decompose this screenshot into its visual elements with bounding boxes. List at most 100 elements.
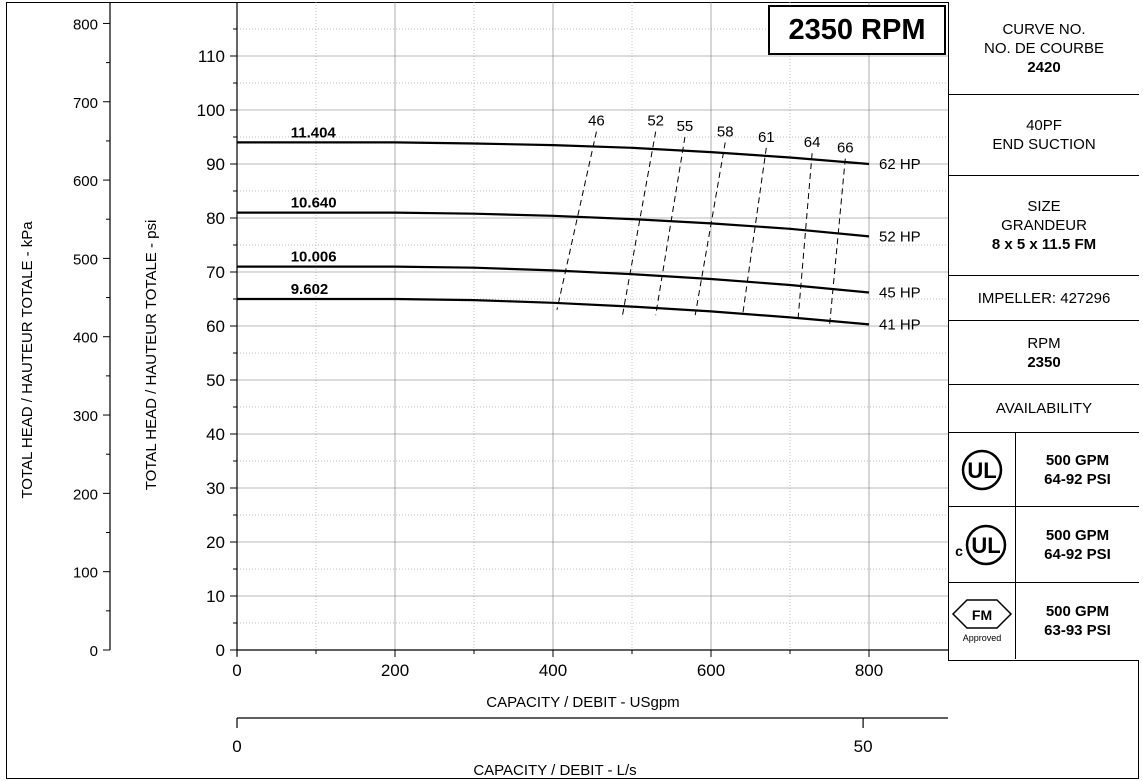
cert-ul-line2: 64-92 PSI [1044,470,1111,488]
cert-cul-line1: 500 GPM [1045,526,1110,544]
kpa-tick-label: 800 [73,16,98,33]
y-tick-label: 0 [216,641,225,660]
y-tick-label: 90 [206,155,225,174]
x-tick-label: 400 [539,661,567,680]
y-tick-label: 100 [197,101,225,120]
x-tick-label: 0 [232,661,241,680]
efficiency-curve [556,131,597,310]
grid [237,2,948,650]
y-tick-label: 20 [206,533,225,552]
cul-mark: UL [971,533,1000,558]
y-tick-label: 50 [206,371,225,390]
size-cell: SIZE GRANDEUR 8 x 5 x 11.5 FM [949,176,1139,276]
y-tick-label: 70 [206,263,225,282]
kpa-tick-label: 600 [73,173,98,190]
impeller-diameter-label: 9.602 [291,281,329,298]
ul-listed-icon: UL [949,433,1016,506]
ls-tick-label: 50 [854,737,873,756]
kpa-tick-label: 500 [73,251,98,268]
impeller-value: IMPELLER: 427296 [977,289,1111,307]
efficiency-curve [694,142,726,316]
cul-listed-icon: c UL [949,507,1016,582]
x-tick-label: 800 [855,661,883,680]
kpa-tick-label: 0 [90,643,98,660]
cert-cul: c UL 500 GPM 64-92 PSI [949,507,1139,583]
curve-number: 2420 [1027,58,1061,76]
efficiency-curve [655,136,686,316]
y-tick-label: 80 [206,209,225,228]
efficiency-label: 61 [758,129,775,146]
cert-fm-line1: 500 GPM [1045,603,1110,620]
curve-no-label-fr: NO. DE COURBE [983,39,1104,57]
cert-cul-line2: 64-92 PSI [1044,545,1111,563]
power-label: 41 HP [879,316,921,333]
fm-approved-text: Approved [963,633,1002,643]
y-axis-label-kpa: TOTAL HEAD / HAUTEUR TOTALE - kPa [19,221,36,499]
efficiency-label: 66 [837,140,854,157]
cert-ul: UL 500 GPM 64-92 PSI [949,433,1139,507]
size-value: 8 x 5 x 11.5 FM [991,236,1097,253]
ul-mark: UL [967,458,996,483]
cul-prefix: c [955,543,963,559]
cert-fm-line2: 63-93 PSI [1044,622,1111,639]
cert-ul-line1: 500 GPM [1045,451,1110,469]
efficiency-curve [742,147,767,316]
efficiency-label: 64 [804,134,821,151]
y-tick-label: 40 [206,425,225,444]
y-tick-label: 30 [206,479,225,498]
fm-approved-icon: FM Approved [949,583,1016,659]
series: 11.404 62 HP 10.640 52 HP 10.006 45 HP 9.602 41… [237,124,921,333]
size-label-fr: GRANDEUR [1001,217,1087,234]
head-curve [237,297,870,326]
y-tick-label: 60 [206,317,225,336]
curve-no-label: CURVE NO. [1002,20,1086,38]
impeller-diameter-label: 11.404 [291,124,337,141]
efficiency-label: 46 [588,113,605,130]
model-cell: 40PF END SUCTION [949,95,1139,176]
axis-labels: CAPACITY / DEBIT - USgpm CAPACITY / DEBI… [19,220,680,779]
rpm-cell: RPM 2350 [949,321,1139,385]
impeller-diameter-label: 10.006 [291,249,337,266]
impeller-diameter-label: 10.640 [291,195,337,212]
impeller-cell: IMPELLER: 427296 [949,276,1139,321]
fm-mark: FM [972,607,992,623]
rpm-value: 2350 [1027,353,1061,371]
info-panel: CURVE NO. NO. DE COURBE 2420 40PF END SU… [948,2,1139,661]
efficiency-curve [622,131,657,316]
efficiency-curve [829,158,846,327]
efficiency-label: 55 [677,118,694,135]
x-tick-label: 600 [697,661,725,680]
size-label: SIZE [1027,198,1061,215]
y-tick-label: 10 [206,587,225,606]
kpa-tick-label: 300 [73,408,98,425]
efficiency-label: 58 [717,123,734,140]
y-axis-label-psi: TOTAL HEAD / HAUTEUR TOTALE - psi [143,220,160,491]
availability-cell: AVAILABILITY [949,385,1139,433]
y-tick-label: 110 [198,47,225,66]
ls-tick-label: 0 [232,737,241,756]
efficiency-label: 52 [647,113,664,130]
x2-axis-label: CAPACITY / DEBIT - L/s [473,762,636,779]
cert-fm: FM Approved 500 GPM 63-93 PSI [949,583,1139,659]
head-curve [237,265,870,294]
axes: 0 10 20 30 40 50 60 70 80 90 100 110 0 200 400 600 800 0 1… [73,2,948,756]
power-label: 62 HP [879,156,921,173]
kpa-tick-label: 400 [73,330,98,347]
kpa-tick-label: 200 [73,486,98,503]
efficiency-curve [797,153,813,321]
power-label: 52 HP [879,228,921,245]
rpm-label: RPM [1027,334,1061,352]
efficiency-curves: 46 52 55 58 61 64 66 [556,113,854,327]
curve-number-cell: CURVE NO. NO. DE COURBE 2420 [949,2,1139,95]
head-curve [237,211,870,238]
x-axis-label: CAPACITY / DEBIT - USgpm [486,694,679,711]
rpm-title-box: 2350 RPM [768,5,946,55]
model-name: 40PF [1026,117,1062,134]
kpa-tick-label: 700 [73,95,98,112]
availability-label: AVAILABILITY [995,400,1093,417]
model-type: END SUCTION [992,136,1096,153]
power-label: 45 HP [879,285,921,302]
kpa-tick-label: 100 [73,565,98,582]
x-tick-label: 200 [381,661,409,680]
